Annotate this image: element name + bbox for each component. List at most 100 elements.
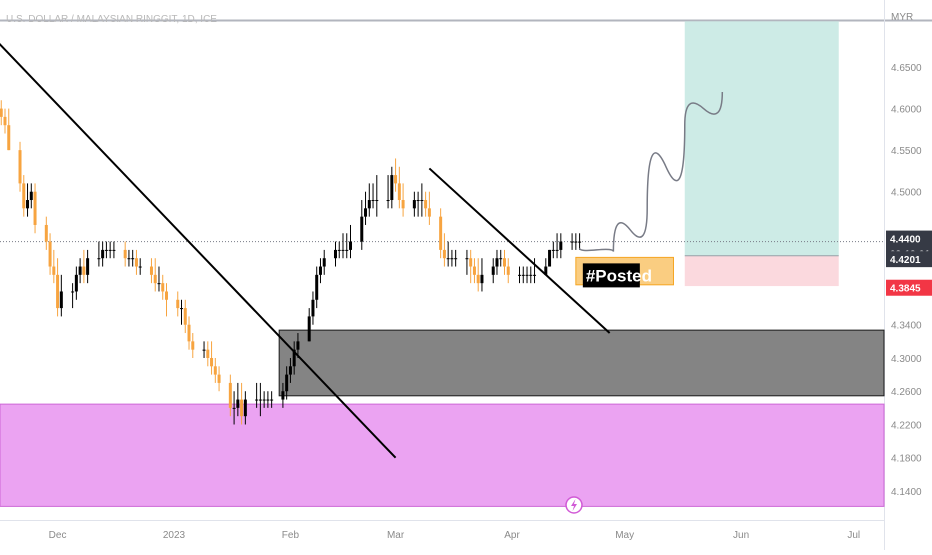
y-tick-label: 4.5500 [891,146,922,157]
candle-body [217,374,221,383]
projection-path[interactable] [578,91,724,252]
candle-body [427,208,431,217]
y-tick-label: 4.1800 [891,454,922,465]
candle-body [551,249,555,251]
candle-body [281,391,285,400]
candle-body [296,341,300,350]
posted-annotation[interactable]: #Posted [575,256,674,288]
candle-body [318,266,322,275]
candle-body [74,274,78,292]
candle-body [157,283,161,285]
profit-zone[interactable] [684,21,839,256]
candle-body [499,258,503,260]
candle-body [333,249,337,259]
candle-body [578,241,582,243]
projection-curve[interactable] [578,91,724,252]
zone-rect-0[interactable] [278,329,885,397]
long-position-tool[interactable] [684,21,839,287]
candle-body [149,266,153,275]
candle-body [506,266,510,275]
candle-body [469,258,473,267]
y-tick-label: 4.2200 [891,420,922,431]
candle-body [18,150,22,184]
y-tick-label: 4.6500 [891,63,922,74]
x-tick-label: Feb [282,530,300,541]
candle-body [439,216,443,250]
x-tick-label: Apr [504,530,520,541]
candle-body [472,266,476,275]
candle-body [420,200,424,202]
candle-body [442,249,446,259]
trendline-1[interactable] [428,167,611,334]
candle-body [454,258,458,260]
candle-body [548,249,552,267]
candle-body [364,208,368,217]
candle-body [533,274,537,276]
x-tick-label: May [615,530,634,541]
candle-body [288,366,292,375]
candle-body [424,200,428,209]
candle-body [228,382,232,408]
candle-body [476,274,480,284]
candle-body [180,308,184,310]
x-tick-label: Dec [49,530,67,541]
y-tick-label: 4.1400 [891,487,922,498]
candle-body [101,249,105,259]
candle-body [213,366,217,375]
y-tick-label: 4.3400 [891,321,922,332]
zone-rect-1[interactable] [0,403,885,507]
candle-body [390,175,394,201]
candle-body [491,266,495,275]
candle-body [307,316,311,342]
candle-body [337,249,341,251]
candle-body [210,357,214,367]
x-axis-ticks[interactable]: Dec 2023 Feb Mar Apr May Jun Jul [49,530,860,541]
currency-label: MYR [891,12,913,23]
candle-body [341,249,345,251]
candle-body [153,274,157,284]
loss-zone[interactable] [684,255,839,287]
candle-body [59,291,63,309]
candle-body [521,274,525,276]
candle-body [397,183,401,201]
candle-body [202,349,206,351]
trendlines-layer[interactable] [0,38,611,459]
candle-body [371,200,375,202]
candle-body [375,200,379,202]
candle-body [26,200,30,209]
candle-body [33,191,37,225]
candle-body [236,399,240,408]
lightning-icon[interactable] [565,496,583,514]
candle-body [134,258,138,267]
price-badge-bg [886,279,932,296]
candle-body [270,399,274,401]
candle-body [480,274,484,284]
candle-body [138,266,142,268]
candle-body [315,274,319,300]
candle-body [502,258,506,267]
y-axis-ticks[interactable]: 4.6500 4.6000 4.5500 4.5000 4.3400 4.3000 4.26… [891,63,922,498]
x-tick-label: 2023 [163,530,186,541]
candle-body [285,374,289,392]
posted-label-bg [582,263,640,288]
candle-body [495,258,499,267]
candle-body [3,116,7,126]
candle-body [401,200,405,209]
candle-body [56,274,60,309]
candle-body [450,258,454,260]
candle-body [570,241,574,243]
posted-label: #Posted [586,266,652,285]
candle-body [0,108,3,117]
x-tick-label: Jun [733,530,749,541]
candle-body [465,258,469,260]
candle-body [559,241,563,250]
trendline-0[interactable] [0,38,397,459]
y-tick-label: 4.2600 [891,387,922,398]
candle-body [255,399,259,401]
candle-body [52,266,56,275]
price-badge-bg [886,251,932,268]
candle-body [71,291,75,293]
